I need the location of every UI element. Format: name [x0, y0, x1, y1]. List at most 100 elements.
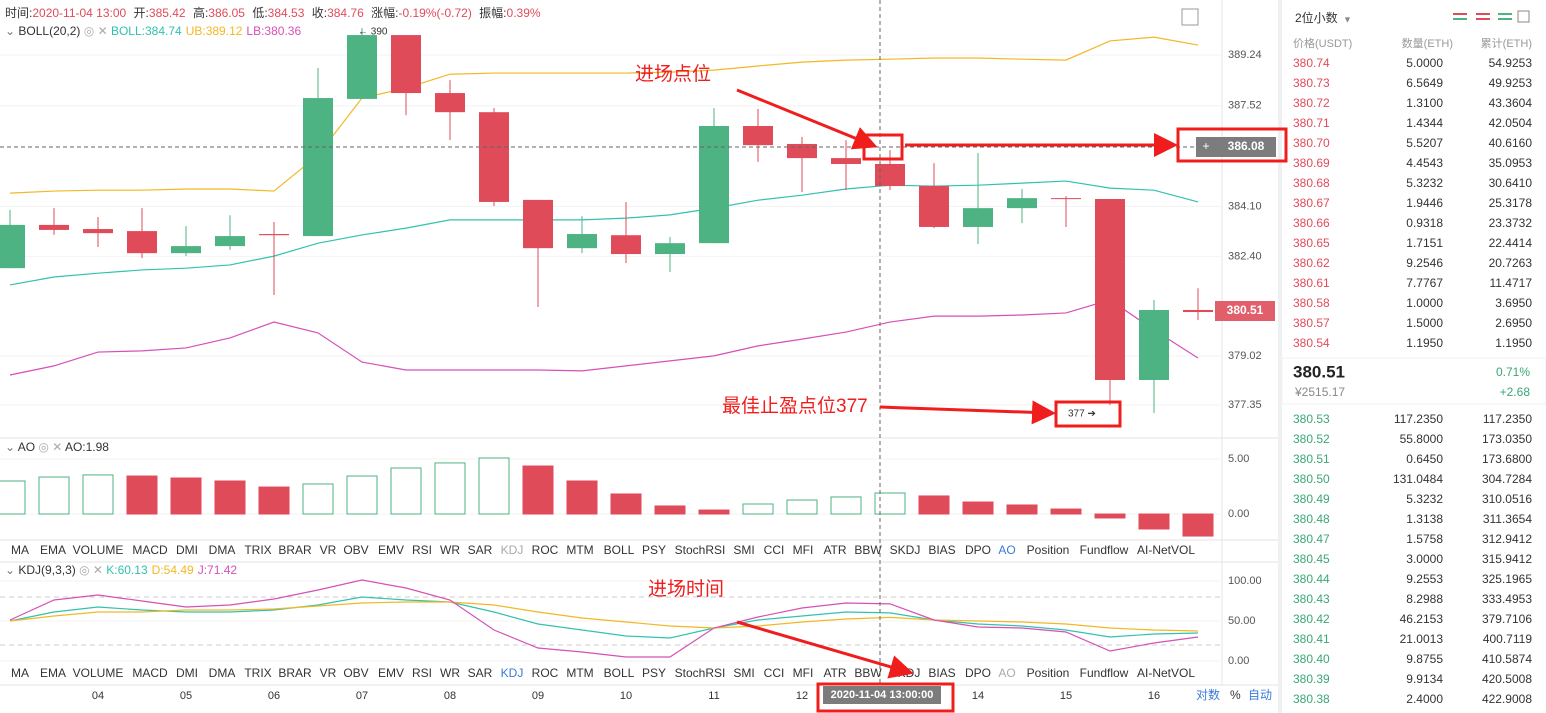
view-icons[interactable] [1453, 10, 1530, 23]
y-tick-label: 379.02 [1228, 350, 1262, 362]
amount: 1.5000 [1406, 316, 1443, 330]
indicator-tab[interactable]: BOLL [604, 666, 635, 680]
indicator-tab[interactable]: DMA [209, 543, 236, 557]
indicator-tab[interactable]: DPO [965, 666, 991, 680]
indicator-tab[interactable]: MACD [132, 666, 168, 680]
indicator-tab[interactable]: Fundflow [1080, 543, 1129, 557]
indicator-tab[interactable]: PSY [642, 543, 666, 557]
indicator-tab[interactable]: AO [998, 543, 1015, 557]
ao-bar [346, 475, 378, 515]
indicator-tab[interactable]: VR [320, 543, 337, 557]
price: 380.38 [1293, 692, 1330, 706]
cumulative: 311.3654 [1483, 512, 1532, 526]
ao-bar [126, 475, 158, 515]
indicator-tab[interactable]: SMI [733, 543, 754, 557]
cumulative: 310.0516 [1482, 492, 1532, 506]
indicator-tab[interactable]: WR [440, 543, 460, 557]
percent-toggle[interactable]: % [1230, 688, 1241, 702]
x-tick-label: 11 [708, 690, 719, 702]
indicator-tab[interactable]: WR [440, 666, 460, 680]
y-tick-label: 377.35 [1228, 399, 1262, 411]
x-tick-label: 06 [268, 690, 280, 702]
indicator-tab[interactable]: EMV [378, 666, 404, 680]
indicator-tab[interactable]: OBV [343, 666, 368, 680]
indicator-tab[interactable]: MTM [566, 666, 593, 680]
indicator-tab[interactable]: CCI [764, 666, 785, 680]
candle-body [83, 229, 113, 234]
indicator-tab[interactable]: CCI [764, 543, 785, 557]
indicator-tab[interactable]: BIAS [928, 666, 955, 680]
indicator-tab[interactable]: Fundflow [1080, 666, 1129, 680]
label: 时间: [5, 6, 32, 20]
indicator-tab[interactable]: StochRSI [675, 543, 726, 557]
indicator-tab[interactable]: BRAR [278, 543, 312, 557]
indicator-tab[interactable]: DMI [176, 543, 198, 557]
y-tick-label: 5.00 [1228, 453, 1249, 465]
precision-select[interactable]: 2位小数 [1295, 10, 1338, 25]
indicator-tab[interactable]: MFI [793, 543, 814, 557]
indicator-tab[interactable]: VR [320, 666, 337, 680]
indicator-tab[interactable]: BIAS [928, 543, 955, 557]
high-marker: ← 390 [358, 27, 388, 38]
indicator-tab[interactable]: ATR [823, 543, 846, 557]
indicator-tab[interactable]: BBW [854, 543, 882, 557]
indicator-tab[interactable]: SKDJ [890, 543, 921, 557]
price: 380.65 [1293, 236, 1330, 250]
indicator-tab[interactable]: Position [1027, 543, 1070, 557]
indicator-tab[interactable]: ROC [532, 666, 559, 680]
indicator-tab[interactable]: MTM [566, 543, 593, 557]
divider [1278, 0, 1282, 713]
ao-bar [38, 476, 70, 515]
price: 380.74 [1293, 56, 1330, 70]
indicator-tab[interactable]: StochRSI [675, 666, 726, 680]
indicator-tab[interactable]: MA [11, 666, 29, 680]
label: 振幅: [479, 5, 506, 20]
indicator-tab[interactable]: PSY [642, 666, 666, 680]
indicator-tab[interactable]: BRAR [278, 666, 312, 680]
indicator-tab[interactable]: SAR [468, 543, 493, 557]
indicator-tab[interactable]: VOLUME [73, 666, 124, 680]
indicator-tab[interactable]: MACD [132, 543, 168, 557]
log-toggle[interactable]: 对数 [1196, 687, 1220, 702]
indicator-tab[interactable]: DMA [209, 666, 236, 680]
auto-toggle[interactable]: 自动 [1248, 688, 1272, 702]
indicator-tab[interactable]: ROC [532, 543, 559, 557]
indicator-tab[interactable]: ATR [823, 666, 846, 680]
indicator-tab[interactable]: AI-NetVOL [1137, 666, 1195, 680]
indicator-tab[interactable]: TRIX [244, 666, 271, 680]
price: 380.50 [1293, 472, 1330, 486]
candle-body [611, 235, 641, 255]
plus[interactable]: + [1202, 139, 1209, 153]
indicator-tab[interactable]: DPO [965, 543, 991, 557]
indicator-tab[interactable]: RSI [412, 543, 432, 557]
indicator-tab[interactable]: BOLL [604, 543, 635, 557]
amount: 1.9446 [1406, 196, 1443, 210]
indicator-tab[interactable]: TRIX [244, 543, 271, 557]
fullscreen-icon[interactable] [1181, 8, 1199, 26]
indicator-tab[interactable]: OBV [343, 543, 368, 557]
indicator-tab[interactable]: EMA [40, 666, 66, 680]
indicator-tab[interactable]: BBW [854, 666, 882, 680]
ao-bar [214, 480, 246, 515]
indicator-tab[interactable]: KDJ [501, 543, 524, 557]
price: 380.58 [1293, 296, 1330, 310]
indicator-tab[interactable]: EMA [40, 543, 66, 557]
candle-body [523, 199, 553, 249]
x-tick-label: 15 [1060, 690, 1072, 702]
lb: LB:380.36 [246, 24, 301, 38]
indicator-tab[interactable]: AO [998, 666, 1015, 680]
ao-bar [654, 505, 686, 515]
indicator-tab[interactable]: MA [11, 543, 29, 557]
cumulative: 49.9253 [1489, 76, 1533, 90]
indicator-tab[interactable]: VOLUME [73, 543, 124, 557]
indicator-tab[interactable]: RSI [412, 666, 432, 680]
indicator-tab[interactable]: SAR [468, 666, 493, 680]
cumulative: 173.0350 [1482, 432, 1532, 446]
indicator-tab[interactable]: DMI [176, 666, 198, 680]
indicator-tab[interactable]: MFI [793, 666, 814, 680]
indicator-tab[interactable]: AI-NetVOL [1137, 543, 1195, 557]
indicator-tab[interactable]: SMI [733, 666, 754, 680]
indicator-tab[interactable]: KDJ [501, 666, 524, 680]
indicator-tab[interactable]: Position [1027, 666, 1070, 680]
indicator-tab[interactable]: EMV [378, 543, 404, 557]
